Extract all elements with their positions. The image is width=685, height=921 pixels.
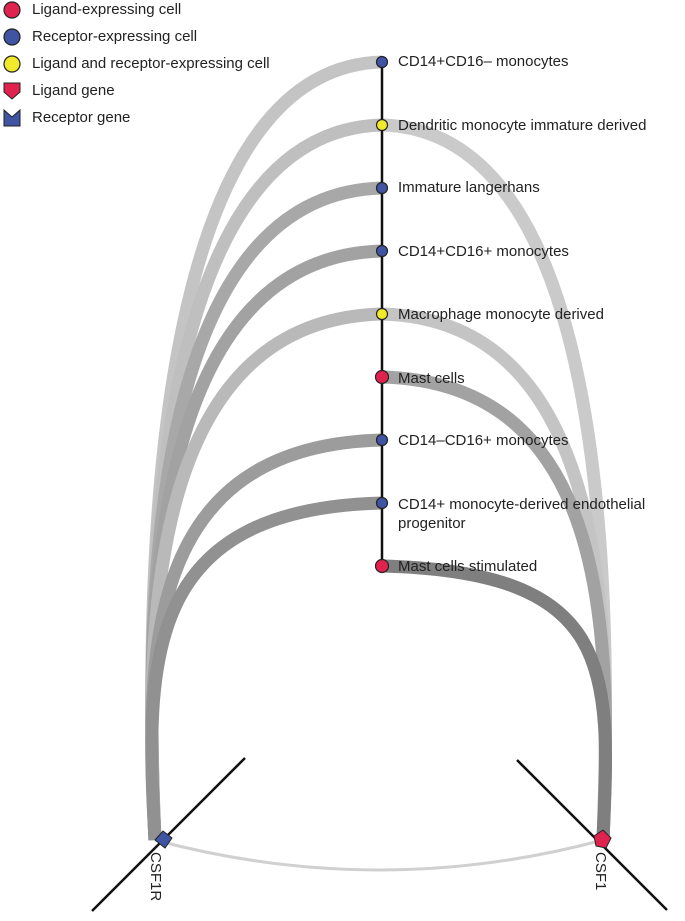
legend-label: Ligand-expressing cell [32, 1, 182, 18]
links-layer [145, 55, 613, 872]
receptor-cell-circle-icon [3, 28, 21, 46]
cell-label: Immature langerhans [398, 179, 540, 196]
cell-node-receptor [375, 55, 389, 69]
cell-node-both [375, 307, 389, 321]
cell-gene-link [381, 559, 613, 841]
legend-label: Receptor gene [32, 109, 131, 126]
cell-label: Dendritic monocyte immature derived [398, 117, 647, 134]
legend-label: Ligand and receptor-expressing cell [32, 55, 270, 72]
cell-label: CD14+ monocyte-derived endothelial proge… [398, 496, 646, 532]
ligand-cell-circle-icon [3, 1, 21, 19]
ligand-gene-axis [516, 759, 668, 911]
both-cell-circle-icon [3, 55, 21, 73]
cell-node-both [375, 118, 389, 132]
cell-label: Macrophage monocyte derived [398, 306, 604, 323]
cell-node-ligand [374, 369, 390, 385]
legend-label: Receptor-expressing cell [32, 28, 198, 45]
gene-label-csf1: CSF1 [592, 852, 609, 891]
cell-label: Mast cells [398, 370, 465, 387]
cell-label: Mast cells stimulated [398, 558, 538, 575]
cell-node-ligand [374, 558, 390, 574]
cell-gene-link [145, 496, 383, 841]
nodes-layer [154, 55, 612, 849]
receptor-gene-marker [154, 830, 173, 849]
ligand-gene-marker-icon [3, 82, 21, 100]
ligand-gene-marker [593, 829, 612, 849]
cell-label: CD14+CD16– monocytes [398, 53, 569, 70]
legend-label: Ligand gene [32, 82, 115, 99]
cell-node-receptor [375, 244, 389, 258]
receptor-gene-axis [91, 757, 246, 912]
receptor-gene-marker-icon [3, 108, 21, 127]
gene-gene-link [154, 838, 604, 872]
cell-node-receptor [375, 496, 389, 510]
cell-node-receptor [375, 181, 389, 195]
cell-label: CD14–CD16+ monocytes [398, 432, 569, 449]
gene-label-csf1r: CSF1R [147, 852, 164, 902]
cell-label: CD14+CD16+ monocytes [398, 243, 569, 260]
cell-node-receptor [375, 433, 389, 447]
